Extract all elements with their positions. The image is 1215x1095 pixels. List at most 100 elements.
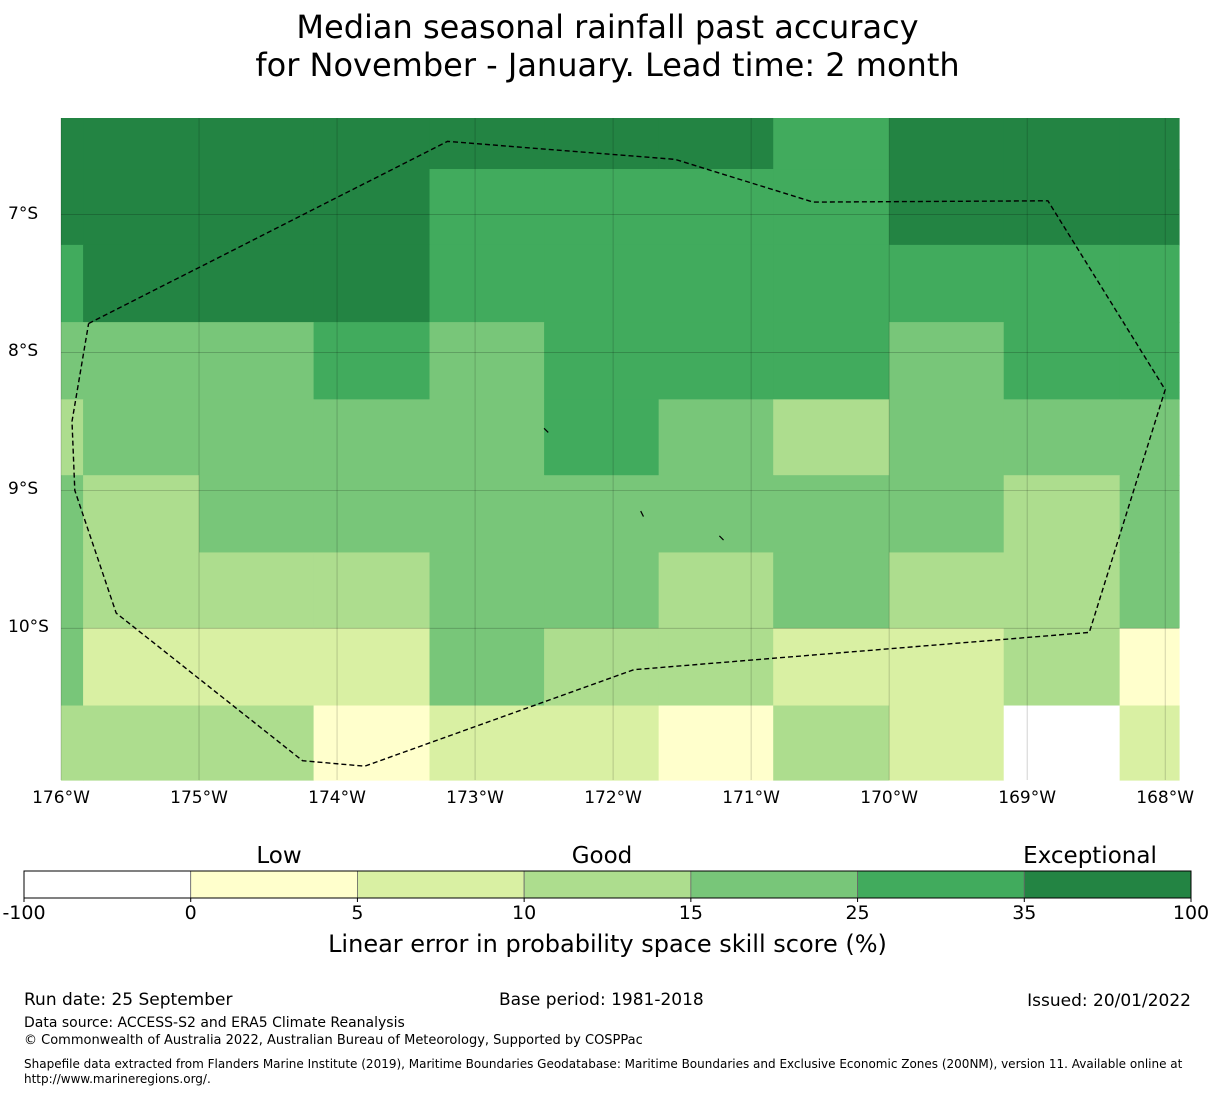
skill-cell	[544, 705, 660, 781]
island-coastline	[543, 427, 549, 433]
skill-cell	[1119, 552, 1180, 629]
skill-cell	[1119, 244, 1180, 323]
colorbar-tick-label: 10	[512, 902, 537, 924]
skill-cell	[544, 399, 660, 476]
skill-cell	[773, 552, 890, 629]
colorbar-frame	[23, 870, 1192, 899]
skill-cell	[61, 552, 84, 629]
skill-cell	[83, 118, 200, 170]
skill-cell	[313, 244, 431, 323]
skill-cell	[199, 552, 315, 629]
skill-cell	[199, 322, 315, 400]
colorbar-tick-label: 35	[1012, 902, 1037, 924]
skill-cell	[199, 399, 315, 476]
colorbar	[23, 870, 1192, 902]
skill-cell	[61, 244, 84, 323]
skill-cell	[889, 628, 1005, 707]
island-coastline	[640, 510, 645, 517]
map-title-line2: for November - January. Lead time: 2 mon…	[255, 46, 960, 84]
skill-cell	[658, 244, 774, 323]
skill-cell	[429, 169, 545, 246]
skill-cell	[544, 628, 660, 707]
skill-cell	[889, 322, 1005, 400]
skill-cell	[889, 244, 1005, 323]
colorbar-segment	[523, 870, 692, 899]
skill-cell	[313, 118, 431, 170]
skill-cell	[773, 118, 890, 170]
skill-cell	[313, 169, 431, 246]
issued-date: Issued: 20/01/2022	[1027, 991, 1191, 1011]
eez-boundary	[71, 140, 1166, 767]
colorbar-tick-label: -100	[2, 902, 46, 924]
skill-cell	[1119, 475, 1180, 554]
skill-cell	[773, 244, 890, 323]
lon-tick-label: 171°W	[722, 788, 780, 808]
skill-cell	[61, 322, 84, 400]
skill-cell	[544, 118, 660, 170]
colorbar-segment	[23, 870, 192, 899]
skill-cell	[199, 628, 315, 707]
base-period: Base period: 1981-2018	[499, 990, 704, 1010]
eez-boundary-line	[71, 140, 1166, 767]
skill-cell	[658, 705, 774, 781]
lon-tick-label: 170°W	[860, 788, 919, 808]
skill-cell	[658, 475, 774, 554]
skill-cell	[313, 628, 431, 707]
lon-tick-label: 173°W	[446, 788, 504, 808]
skill-cell	[83, 628, 200, 707]
island-coastline	[718, 535, 724, 541]
skill-cell	[83, 169, 200, 246]
colorbar-segment	[690, 870, 858, 899]
skill-cell	[658, 552, 774, 629]
skill-cell	[889, 552, 1005, 629]
skill-cell	[83, 322, 200, 400]
colorbar-tick-label: 15	[678, 902, 703, 924]
skill-cell	[429, 322, 545, 400]
shapefile-credit-line1: Shapefile data extracted from Flanders M…	[24, 1057, 1183, 1071]
skill-cell	[1003, 244, 1121, 323]
skill-cell	[1003, 628, 1121, 707]
skill-cell	[199, 169, 315, 246]
skill-cell	[1119, 118, 1180, 170]
skill-cell	[773, 399, 890, 476]
skill-cell	[199, 475, 315, 554]
lat-tick-label: 9°S	[8, 479, 39, 500]
skill-grid-cells	[61, 118, 1180, 781]
skill-cell	[1003, 322, 1121, 400]
skill-cell	[1003, 399, 1121, 476]
skill-cell	[544, 169, 660, 246]
skill-cell	[61, 705, 84, 781]
lon-tick-label: 174°W	[308, 788, 366, 808]
skill-cell	[544, 552, 660, 629]
skill-cell	[199, 705, 315, 781]
run-date: Run date: 25 September	[24, 990, 233, 1010]
skill-cell	[773, 628, 890, 707]
skill-cell	[1003, 169, 1121, 246]
category-good: Good	[571, 843, 633, 869]
skill-cell	[889, 118, 1005, 170]
skill-cell	[313, 322, 431, 400]
skill-cell	[773, 475, 890, 554]
skill-cell	[658, 399, 774, 476]
skill-cell	[429, 399, 545, 476]
skill-cell	[1119, 705, 1180, 781]
skill-cell	[199, 118, 315, 170]
skill-cell	[544, 244, 660, 323]
colorbar-segment	[190, 870, 358, 899]
data-source: Data source: ACCESS-S2 and ERA5 Climate …	[24, 1015, 405, 1031]
skill-cell	[83, 552, 200, 629]
category-low: Low	[256, 843, 302, 869]
skill-cell	[313, 552, 431, 629]
skill-cell	[544, 475, 660, 554]
map-gridlines	[60, 118, 1179, 780]
skill-cell	[658, 628, 774, 707]
skill-cell	[83, 399, 200, 476]
colorbar-tick-label: 5	[351, 902, 364, 924]
skill-cell	[429, 705, 545, 781]
colorbar-segment	[857, 870, 1025, 899]
lat-tick-label: 8°S	[8, 341, 39, 362]
copyright: © Commonwealth of Australia 2022, Austra…	[24, 1033, 643, 1048]
skill-cell	[889, 705, 1005, 781]
skill-cell	[658, 322, 774, 400]
